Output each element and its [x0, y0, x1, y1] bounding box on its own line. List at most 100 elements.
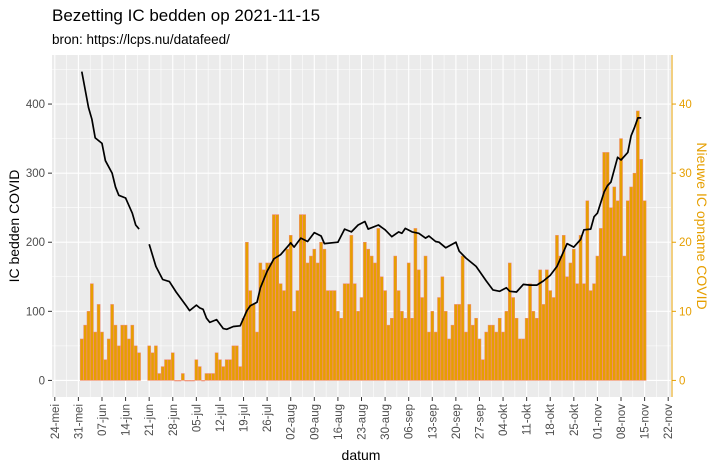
bar [514, 317, 519, 381]
bar [312, 248, 317, 381]
x-tick-label: 05-jul [191, 404, 203, 432]
bar [228, 359, 232, 381]
bar [447, 338, 451, 381]
bar [595, 255, 600, 381]
line-ic-bedden [148, 117, 642, 331]
x-tick-label: 01-nov [592, 404, 604, 439]
bar [86, 311, 91, 381]
bar [545, 269, 549, 381]
bar [433, 331, 438, 381]
bar [150, 352, 155, 381]
bar [123, 324, 128, 381]
bar [295, 290, 300, 381]
bar [248, 290, 253, 381]
x-tick-label: 02-aug [286, 404, 298, 440]
bar [130, 324, 135, 381]
x-tick-label: 28-jun [168, 404, 180, 436]
x-tick-label: 19-jul [239, 404, 251, 432]
bar [137, 352, 141, 381]
bar [221, 366, 226, 381]
bar [619, 138, 623, 381]
bar [302, 214, 306, 381]
bar [575, 283, 579, 381]
bar [272, 214, 276, 381]
bar [211, 373, 215, 381]
y-tick-label-left: 0 [39, 375, 45, 387]
bar [282, 290, 286, 381]
bar [339, 317, 344, 381]
bar [417, 269, 421, 381]
y-axis-title-right: Nieuwe IC opname COVID [694, 142, 710, 309]
x-tick-label: 09-aug [309, 404, 321, 440]
bar [487, 324, 492, 381]
bar [632, 172, 637, 381]
bar [511, 297, 515, 381]
bar [292, 311, 296, 381]
bar [268, 262, 273, 381]
bar [201, 380, 205, 382]
bar [103, 359, 108, 381]
bar [396, 290, 401, 381]
bar [187, 380, 192, 382]
x-axis-title: datum [342, 447, 381, 463]
bar [238, 366, 242, 381]
bar [494, 331, 499, 381]
bar [541, 304, 546, 381]
bar [400, 311, 404, 381]
x-tick-label: 13-sep [427, 404, 439, 439]
bar [258, 262, 263, 381]
bar [504, 311, 509, 381]
x-tick-label: 26-jul [262, 404, 274, 432]
bar [534, 317, 539, 381]
bar [474, 317, 478, 381]
bar [363, 241, 367, 381]
bar [96, 304, 101, 381]
chart-title: Bezetting IC bedden op 2021-11-15 [52, 6, 321, 25]
x-tick-label: 24-mei [50, 404, 62, 439]
x-tick-label: 31-mei [73, 404, 85, 439]
bar [194, 359, 199, 381]
y-tick-label-right: 20 [679, 237, 692, 249]
y-tick-label-left: 300 [26, 168, 45, 180]
bar [518, 338, 522, 381]
x-tick-label: 11-okt [522, 403, 534, 435]
bar [231, 345, 236, 381]
y-axis-title-left: IC bedden COVID [6, 170, 22, 283]
bar [578, 235, 583, 381]
bar [565, 276, 569, 381]
bar [521, 338, 526, 381]
bar [342, 283, 347, 381]
bar [106, 338, 111, 381]
bar [261, 269, 266, 381]
bar [609, 207, 613, 381]
x-tick-label: 14-jun [121, 404, 133, 436]
bar [599, 228, 603, 381]
x-tick-label: 21-jun [144, 404, 156, 436]
y-tick-label-left: 100 [26, 306, 45, 318]
bar [160, 366, 165, 381]
bar [450, 324, 455, 381]
bar [484, 331, 488, 381]
bar [379, 276, 384, 381]
bar [174, 380, 178, 382]
bar [305, 262, 310, 381]
bar [572, 248, 576, 381]
bar [356, 311, 360, 381]
bar [642, 200, 647, 381]
bar [501, 331, 505, 381]
bar [167, 359, 172, 381]
bar [467, 304, 472, 381]
bar [110, 304, 114, 381]
bar [79, 338, 84, 381]
bar [464, 331, 468, 381]
bar [214, 352, 219, 381]
bar [120, 324, 124, 381]
x-tick-label: 08-nov [616, 404, 628, 439]
x-tick-label: 20-sep [451, 404, 463, 439]
bar [235, 345, 239, 381]
bar [605, 152, 610, 381]
bar [551, 297, 556, 381]
bar [177, 380, 182, 382]
x-tick-label: 07-jun [97, 404, 109, 436]
